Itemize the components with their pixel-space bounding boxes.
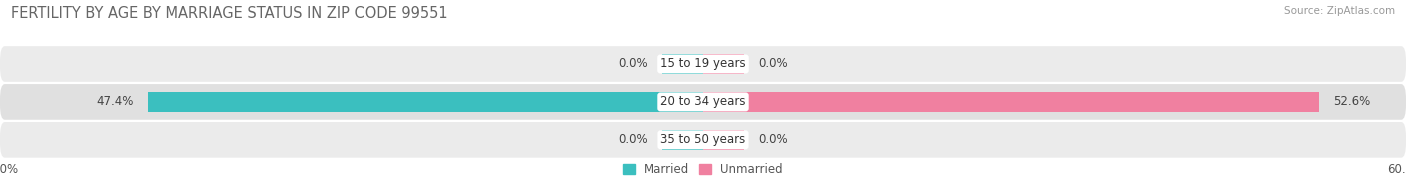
Bar bbox=[148, 92, 703, 112]
FancyBboxPatch shape bbox=[0, 46, 1406, 82]
FancyBboxPatch shape bbox=[0, 122, 1406, 158]
Legend: Married, Unmarried: Married, Unmarried bbox=[623, 163, 783, 176]
Text: 20 to 34 years: 20 to 34 years bbox=[661, 95, 745, 108]
Text: 35 to 50 years: 35 to 50 years bbox=[661, 133, 745, 146]
Bar bbox=[662, 130, 703, 150]
Text: Source: ZipAtlas.com: Source: ZipAtlas.com bbox=[1284, 6, 1395, 16]
Bar bbox=[703, 92, 1319, 112]
Text: 0.0%: 0.0% bbox=[758, 57, 787, 71]
Bar bbox=[703, 54, 744, 74]
Text: 47.4%: 47.4% bbox=[96, 95, 134, 108]
Text: 52.6%: 52.6% bbox=[1333, 95, 1371, 108]
Text: FERTILITY BY AGE BY MARRIAGE STATUS IN ZIP CODE 99551: FERTILITY BY AGE BY MARRIAGE STATUS IN Z… bbox=[11, 6, 449, 21]
Bar bbox=[703, 130, 744, 150]
Text: 0.0%: 0.0% bbox=[758, 133, 787, 146]
Text: 15 to 19 years: 15 to 19 years bbox=[661, 57, 745, 71]
Text: 0.0%: 0.0% bbox=[619, 57, 648, 71]
Bar bbox=[662, 54, 703, 74]
Text: 0.0%: 0.0% bbox=[619, 133, 648, 146]
FancyBboxPatch shape bbox=[0, 84, 1406, 120]
